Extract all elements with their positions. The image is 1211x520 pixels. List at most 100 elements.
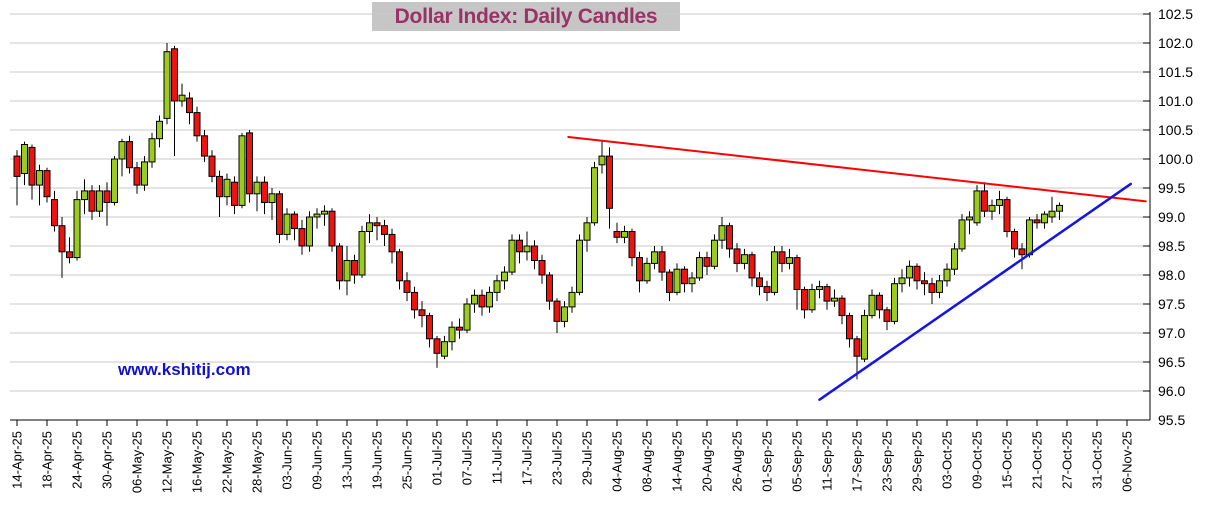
x-axis: 14-Apr-25 18-Apr-25 24-Apr-25 30-Apr-25 06-M…: [10, 420, 1135, 493]
candle-up: [118, 141, 126, 160]
candle-up: [951, 248, 958, 270]
candle-down: [838, 297, 846, 317]
y-tick-label: 100.0: [1158, 151, 1193, 167]
y-tick-label: 96.0: [1158, 383, 1185, 399]
candle-up: [568, 291, 576, 308]
candle-down: [186, 97, 193, 114]
candle-down: [351, 260, 358, 276]
candle-down: [133, 167, 141, 186]
candle-down: [1018, 248, 1026, 256]
y-tick-label: 98.0: [1158, 267, 1185, 283]
candle-up: [973, 190, 981, 224]
x-tick-label: 12-May-25: [160, 431, 175, 493]
candle-down: [636, 257, 643, 282]
x-tick-label: 14-Apr-25: [10, 431, 25, 489]
candle-down: [793, 257, 801, 291]
x-tick-label: 21-Oct-25: [1030, 431, 1045, 489]
candle-up: [906, 265, 913, 279]
candle-down: [726, 225, 733, 250]
candle-down: [613, 231, 621, 238]
candle-down: [216, 175, 223, 198]
x-tick-label: 29-Sep-25: [910, 431, 925, 492]
candle-down: [13, 155, 21, 177]
candle-down: [778, 251, 786, 264]
candle-down: [606, 155, 613, 209]
candle-up: [306, 216, 313, 247]
candle-up: [988, 204, 996, 212]
candle-down: [928, 283, 936, 293]
candle-down: [126, 141, 133, 169]
candle-down: [628, 231, 636, 259]
candle-up: [156, 120, 163, 140]
candle-down: [103, 190, 111, 203]
candle-down: [1033, 219, 1041, 224]
candle-up: [561, 306, 568, 322]
candle-up: [936, 280, 943, 293]
candle-down: [426, 315, 433, 340]
x-tick-label: 17-Jul-25: [520, 431, 535, 485]
candle-up: [1048, 210, 1056, 218]
candle-up: [321, 210, 328, 215]
candle-up: [688, 277, 696, 285]
candle-up: [141, 161, 148, 186]
candle-up: [861, 315, 868, 360]
candle-up: [808, 289, 816, 311]
candle-up: [73, 199, 81, 259]
candle-up: [486, 291, 493, 308]
candle-up: [868, 294, 876, 317]
candle-down: [51, 199, 58, 227]
candle-down: [883, 309, 891, 322]
x-tick-label: 11-Jul-25: [490, 431, 505, 484]
candle-down: [921, 280, 928, 285]
candle-down: [66, 251, 73, 259]
candle-up: [163, 51, 171, 119]
candle-down: [208, 155, 216, 177]
candle-down: [516, 239, 523, 253]
candle-down: [193, 112, 201, 137]
candle-down: [666, 271, 673, 293]
candle-up: [441, 341, 448, 357]
watermark-text: www.kshitij.com: [118, 360, 251, 379]
candle-down: [703, 257, 711, 267]
x-tick-label: 28-May-25: [250, 431, 265, 493]
x-tick-label: 09-Oct-25: [970, 431, 985, 489]
candle-down: [531, 245, 538, 261]
y-tick-label: 95.5: [1158, 412, 1185, 428]
candle-up: [898, 277, 906, 285]
x-tick-label: 27-Oct-25: [1060, 431, 1075, 489]
candle-up: [958, 219, 966, 250]
candle-down: [388, 233, 396, 253]
x-tick-label: 11-Sep-25: [820, 431, 835, 491]
chart-title: Dollar Index: Daily Candles: [394, 5, 658, 28]
candle-down: [853, 338, 861, 357]
candle-up: [463, 303, 471, 331]
x-tick-label: 20-Aug-25: [700, 431, 715, 492]
candle-up: [651, 251, 658, 264]
x-tick-label: 23-Jul-25: [550, 431, 565, 485]
candle-up: [718, 225, 726, 241]
x-tick-label: 13-Jun-25: [340, 431, 355, 490]
candle-up: [943, 268, 951, 282]
x-tick-label: 19-Jun-25: [370, 431, 385, 490]
x-tick-label: 18-Apr-25: [40, 431, 55, 489]
candle-up: [1056, 204, 1063, 212]
candle-up: [148, 138, 156, 163]
candle-down: [171, 48, 178, 102]
candle-up: [966, 216, 973, 221]
candle-up: [178, 94, 186, 102]
y-tick-label: 102.5: [1158, 6, 1193, 22]
x-tick-label: 08-Aug-25: [640, 431, 655, 492]
candle-up: [1041, 213, 1048, 224]
x-tick-label: 06-May-25: [130, 431, 145, 493]
candle-up: [471, 294, 478, 305]
candle-up: [253, 181, 261, 195]
y-tick-label: 101.5: [1158, 64, 1193, 80]
candle-down: [58, 225, 66, 253]
candle-down: [658, 251, 666, 273]
x-tick-label: 05-Sep-25: [790, 431, 805, 492]
x-tick-label: 01-Jul-25: [430, 431, 445, 485]
candle-down: [396, 251, 403, 282]
candle-up: [508, 239, 516, 273]
candle-up: [673, 268, 681, 293]
